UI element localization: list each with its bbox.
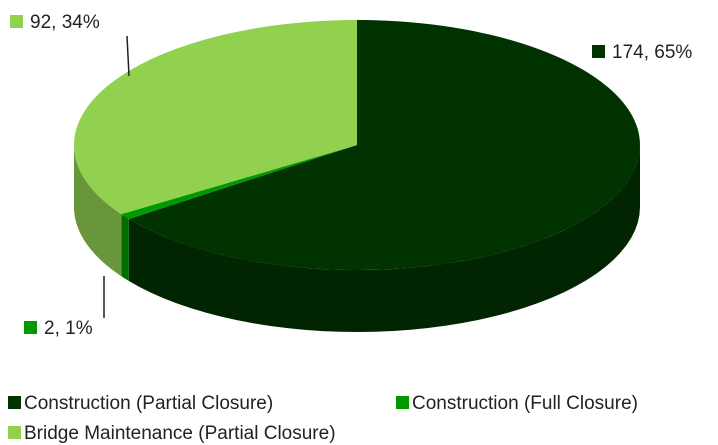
leader-line [126,35,130,77]
legend-label: Construction (Full Closure) [412,393,638,414]
label-swatch [10,15,23,28]
data-label: 2, 1% [44,318,93,339]
label-swatch [24,321,37,334]
label-swatch [592,45,605,58]
legend-swatch [8,426,21,439]
slice-side [128,145,640,332]
legend-label: Construction (Partial Closure) [24,393,273,414]
slice-side [121,214,129,281]
slice [121,145,357,219]
data-label: 92, 34% [30,12,100,33]
slice-side [74,145,122,277]
legend-swatch [396,396,409,409]
slice [128,20,640,270]
legend-swatch [8,396,21,409]
legend-label: Bridge Maintenance (Partial Closure) [24,423,336,444]
data-label: 174, 65% [612,42,692,63]
slice [74,20,357,215]
